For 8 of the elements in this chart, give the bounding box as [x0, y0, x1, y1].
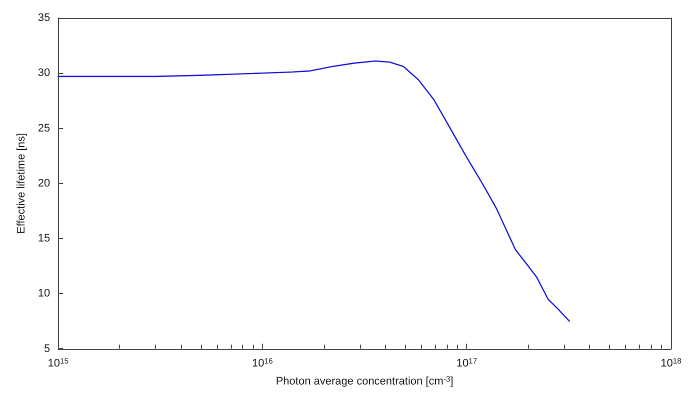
y-tick-label: 35 [38, 12, 50, 24]
y-tick-label: 30 [38, 67, 50, 80]
y-tick-label: 15 [38, 232, 50, 244]
y-tick-label: 20 [38, 177, 50, 190]
y-tick-label: 25 [38, 122, 50, 134]
y-axis-title: Effective lifetime [ns] [16, 133, 28, 234]
y-tick-label: 5 [44, 342, 50, 355]
y-tick-label: 10 [38, 288, 50, 300]
